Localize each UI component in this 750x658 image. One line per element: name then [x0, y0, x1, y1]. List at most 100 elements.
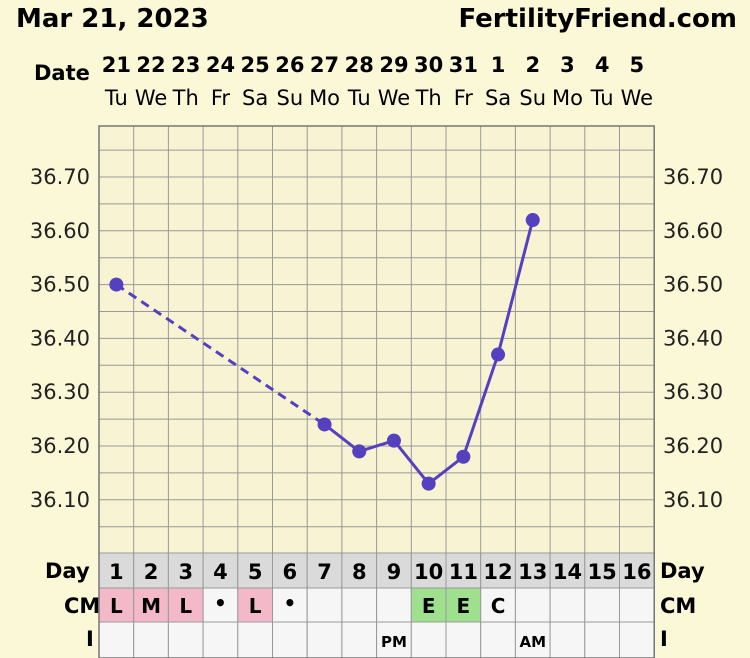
cycle-day-number: 8 — [352, 560, 367, 584]
y-axis-ticks: 36.70 36.70 36.60 36.60 36.50 36.50 36.40 36.40… — [30, 165, 723, 512]
temperature-point — [352, 444, 367, 459]
cm-cell — [272, 587, 308, 623]
cycle-day-number: 14 — [553, 560, 582, 584]
date-weekday: We — [135, 86, 167, 110]
y-tick-label-right: 36.30 — [663, 380, 723, 404]
cm-cell — [549, 587, 586, 623]
temperature-point — [386, 433, 401, 448]
intercourse-cell — [376, 621, 412, 658]
intercourse-value: PM — [381, 633, 407, 651]
date-weekday: Fr — [211, 86, 231, 110]
cm-cell — [341, 587, 378, 623]
y-tick-label-right: 36.10 — [663, 488, 723, 512]
y-tick-label-left: 36.30 — [30, 380, 90, 404]
y-tick-label-right: 36.70 — [663, 165, 723, 189]
date-day-number: 27 — [310, 53, 339, 77]
date-day-number: 24 — [206, 53, 235, 77]
day-cell — [584, 552, 620, 589]
cm-cell — [376, 587, 412, 623]
y-tick-label-left: 36.10 — [30, 488, 90, 512]
y-tick-label-left: 36.60 — [30, 219, 90, 243]
cm-cell — [480, 587, 516, 623]
cm-cell — [133, 587, 169, 623]
date-weekday: Tu — [104, 86, 128, 110]
temperature-point — [456, 449, 471, 464]
date-day-number: 2 — [525, 53, 540, 77]
series-segment — [461, 354, 500, 458]
date-weekday: Sa — [242, 86, 268, 110]
cm-value: • — [214, 591, 227, 615]
intercourse-cell — [549, 621, 586, 658]
chart-frame — [98, 125, 655, 658]
cm-cell — [584, 587, 620, 623]
date-day-number: 28 — [345, 53, 374, 77]
y-tick-label-left: 36.50 — [30, 273, 90, 297]
date-day-number: 25 — [241, 53, 270, 77]
date-weekday: Su — [519, 86, 546, 110]
y-tick-label-left: 36.40 — [30, 326, 90, 350]
day-cell — [202, 552, 239, 589]
y-tick-label-right: 36.60 — [663, 219, 723, 243]
cm-value: M — [141, 594, 161, 618]
cycle-day-number: 15 — [588, 560, 617, 584]
day-cell — [410, 552, 447, 589]
temperature-point — [421, 476, 436, 491]
cycle-day-number: 11 — [449, 560, 478, 584]
y-tick-label-left: 36.20 — [30, 434, 90, 458]
cm-row-label-right: CM — [660, 594, 696, 618]
day-cell — [341, 552, 378, 589]
date-weekday: Th — [415, 86, 442, 110]
cm-value: L — [249, 594, 262, 618]
date-weekday: Tu — [347, 86, 371, 110]
cycle-day-number: 5 — [248, 560, 263, 584]
date-weekday: We — [378, 86, 410, 110]
cm-value: E — [457, 594, 471, 618]
date-weekday: Sa — [485, 86, 511, 110]
cycle-day-number: 16 — [622, 560, 651, 584]
cycle-day-number: 1 — [109, 560, 124, 584]
intercourse-cell — [237, 621, 274, 658]
series-segment-dashed — [115, 283, 326, 426]
date-day-number: 5 — [630, 53, 645, 77]
date-labels: 21Tu22We23Th24Fr25Sa26Su27Mo28Tu29We30Th… — [102, 53, 653, 110]
cycle-day-number: 4 — [213, 560, 228, 584]
intercourse-cell — [341, 621, 378, 658]
cm-value: • — [283, 591, 296, 615]
y-tick-label-right: 36.40 — [663, 326, 723, 350]
intercourse-cell — [410, 621, 447, 658]
date-day-number: 23 — [171, 53, 200, 77]
intercourse-value: AM — [519, 633, 546, 651]
date-row-label: Date — [34, 61, 90, 85]
cycle-day-number: 10 — [414, 560, 443, 584]
intercourse-cell — [133, 621, 169, 658]
date-day-number: 21 — [102, 53, 131, 77]
day-cell — [272, 552, 308, 589]
day-cell — [445, 552, 482, 589]
cm-value: L — [110, 594, 123, 618]
day-row-label-right: Day — [660, 559, 705, 583]
date-weekday: Mo — [552, 86, 583, 110]
date-day-number: 22 — [136, 53, 165, 77]
cycle-day-number: 7 — [317, 560, 332, 584]
cm-cell — [619, 587, 655, 623]
date-day-number: 29 — [379, 53, 408, 77]
temperature-series — [109, 213, 540, 491]
date-weekday: Fr — [454, 86, 474, 110]
cycle-day-number: 3 — [178, 560, 193, 584]
intercourse-cell — [98, 621, 135, 658]
date-weekday: Mo — [309, 86, 340, 110]
y-tick-label-left: 36.70 — [30, 165, 90, 189]
intercourse-cell — [480, 621, 516, 658]
cycle-day-number: 9 — [387, 560, 402, 584]
intercourse-cell — [306, 621, 343, 658]
series-segment — [427, 455, 465, 485]
day-cell — [376, 552, 412, 589]
temperature-point — [317, 417, 332, 432]
day-cell — [306, 552, 343, 589]
cycle-day-number: 12 — [483, 560, 512, 584]
date-weekday: Tu — [590, 86, 614, 110]
cycle-day-number: 6 — [283, 560, 298, 584]
